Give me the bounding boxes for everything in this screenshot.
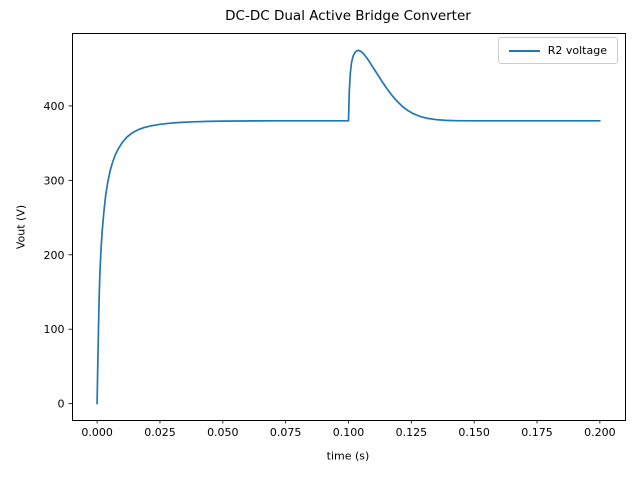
y-tick-label: 100	[44, 323, 65, 336]
y-tick-label: 0	[58, 398, 65, 411]
y-tick-label: 200	[44, 249, 65, 262]
x-tick-label: 0.025	[144, 426, 176, 439]
x-tick-label: 0.125	[396, 426, 428, 439]
x-tick-label: 0.200	[584, 426, 616, 439]
x-tick-label: 0.150	[458, 426, 490, 439]
y-tick-label: 300	[44, 174, 65, 187]
series-line	[96, 49, 601, 405]
chart-title: DC-DC Dual Active Bridge Converter	[225, 8, 471, 24]
x-tick-label: 0.100	[333, 426, 365, 439]
y-axis-label: Vout (V)	[14, 204, 28, 250]
x-axis-label: time (s)	[326, 449, 370, 463]
x-tick-label: 0.050	[207, 426, 239, 439]
y-tick-label: 400	[44, 100, 65, 113]
legend-label: R2 voltage	[547, 44, 607, 57]
x-tick-label: 0.000	[81, 426, 113, 439]
x-tick-label: 0.175	[521, 426, 553, 439]
legend: R2 voltage	[497, 37, 618, 64]
legend-line-sample	[508, 49, 540, 52]
x-tick-label: 0.075	[270, 426, 302, 439]
plot-border	[72, 33, 626, 421]
